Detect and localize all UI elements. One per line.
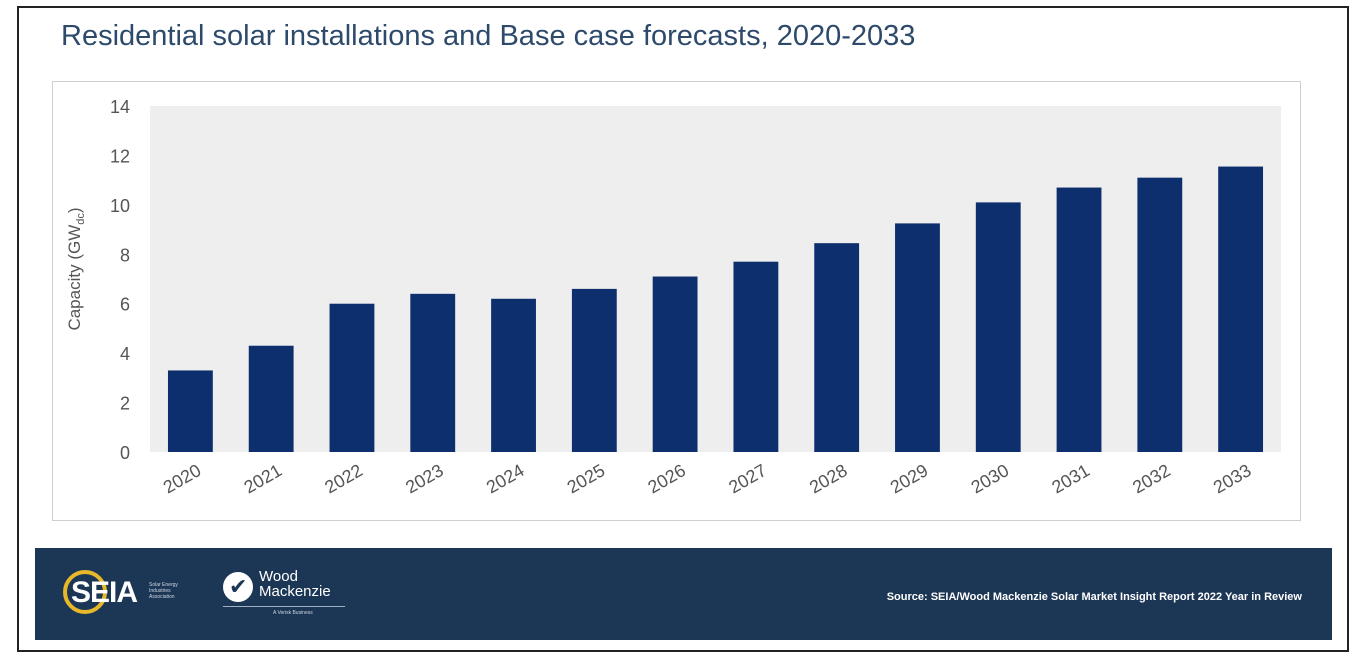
bar-2030	[975, 202, 1021, 452]
chart-title: Residential solar installations and Base…	[61, 20, 916, 52]
x-tick-label: 2030	[968, 460, 1013, 497]
x-tick-label: 2028	[806, 460, 851, 497]
x-tick-label: 2025	[564, 460, 609, 497]
bar-2020	[167, 370, 213, 452]
x-tick-label: 2026	[644, 460, 689, 497]
plot-background	[150, 106, 1281, 452]
source-note: Source: SEIA/Wood Mackenzie Solar Market…	[886, 591, 1302, 603]
y-tick-label: 0	[120, 443, 130, 463]
chart-area	[52, 81, 1301, 521]
x-tick-label: 2024	[483, 460, 528, 497]
seia-logo-text: SEIA	[71, 576, 138, 609]
x-tick-label: 2021	[240, 460, 285, 497]
bar-2021	[248, 345, 294, 452]
wm-subtitle: A Verisk Business	[273, 610, 313, 616]
bar-2026	[652, 276, 698, 452]
x-tick-label: 2027	[725, 460, 770, 497]
y-tick-label: 2	[120, 394, 130, 414]
x-tick-label: 2023	[402, 460, 447, 497]
bar-2022	[329, 303, 375, 452]
wm-name-line-1: Wood	[259, 568, 298, 585]
y-tick-label: 14	[110, 97, 130, 117]
seia-ring-icon	[63, 570, 107, 614]
y-tick-label: 8	[120, 245, 130, 265]
bar-2031	[1056, 187, 1102, 453]
bar-chart: 0 2 4 6 8 10 12 14 2020 2021 2022 2023 2024 2025 2026 2…	[65, 97, 1281, 497]
y-tick-label: 10	[110, 196, 130, 216]
wood-mackenzie-icon: ✔	[223, 572, 253, 602]
bar-2025	[571, 288, 617, 452]
bar-2028	[814, 243, 860, 452]
y-tick-label: 4	[120, 344, 130, 364]
y-tick-label: 12	[110, 146, 130, 166]
bar-2027	[733, 261, 779, 452]
x-tick-label: 2029	[887, 460, 932, 497]
wood-mackenzie-logo: ✔ Wood Mackenzie A Verisk Business	[223, 568, 353, 620]
seia-logo: SEIA Solar Energy Industries Association	[63, 568, 213, 618]
wm-divider	[223, 606, 345, 607]
bar-2023	[410, 293, 456, 452]
x-tick-label: 2031	[1048, 460, 1093, 497]
bar-2032	[1137, 177, 1183, 452]
footer-banner: SEIA Solar Energy Industries Association…	[35, 548, 1332, 640]
bar-2024	[491, 298, 536, 452]
bar-2033	[1218, 166, 1264, 453]
bar-2029	[895, 223, 940, 452]
wm-name-line-2: Mackenzie	[259, 583, 331, 600]
y-tick-label: 6	[120, 295, 130, 315]
x-tick-label: 2020	[160, 460, 205, 497]
x-tick-label: 2033	[1210, 460, 1255, 497]
x-tick-label: 2022	[321, 460, 366, 497]
y-axis-label: Capacity (GWdc)	[65, 207, 87, 330]
x-tick-label: 2032	[1129, 460, 1174, 497]
seia-subtitle: Solar Energy Industries Association	[149, 582, 178, 600]
